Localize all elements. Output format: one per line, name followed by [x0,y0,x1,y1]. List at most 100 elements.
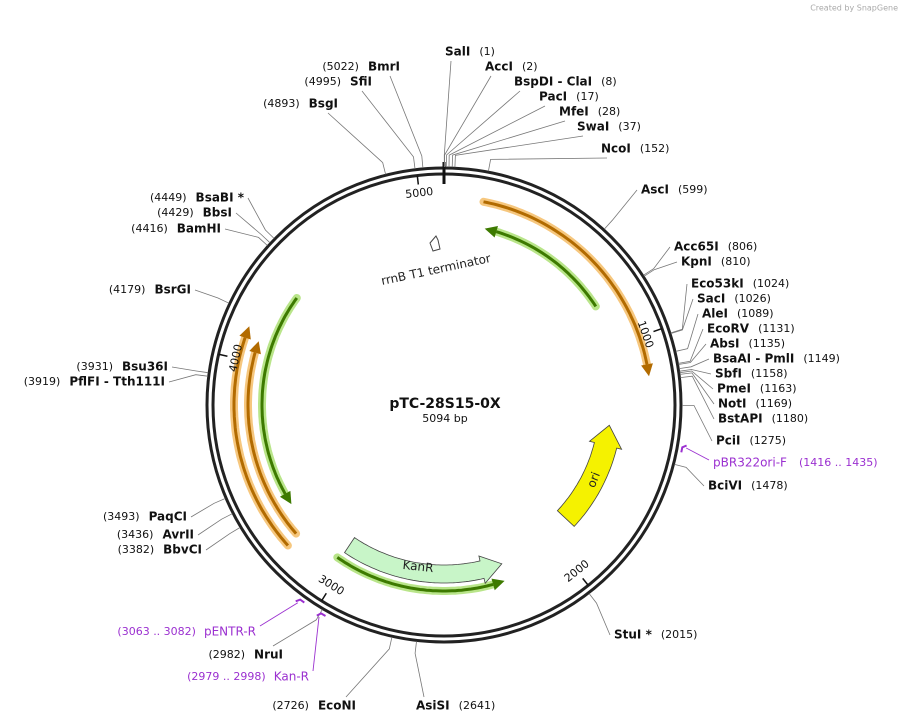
primer-leader [259,602,299,627]
enzyme-site: (1180) [772,412,809,425]
enzyme-name: SwaI [577,120,609,134]
primer-mark [295,598,305,604]
enzyme-leader [448,105,546,168]
enzyme-leader [451,120,566,168]
enzyme-site: (4179) [109,283,146,296]
enzyme-name: PacI [539,90,567,104]
enzyme-leader [361,90,416,169]
feature-head [249,341,261,355]
enzyme-site: (8) [601,75,617,88]
enzyme-site: (4893) [263,97,300,110]
enzyme-leader [643,261,678,277]
enzyme-name: PciI [716,434,741,448]
enzyme-name: AleI [702,307,728,321]
enzyme-name: AscI [641,183,669,197]
primer-name: pENTR-R [204,625,256,639]
features [230,197,653,595]
feature-arc [260,297,299,495]
enzyme-site: (4449) [150,191,187,204]
enzyme-site: (1163) [760,382,797,395]
enzyme-name: SalI [445,45,470,59]
enzyme-site: (1149) [803,352,840,365]
primer-range: (3063 .. 3082) [117,625,196,638]
enzyme-leader [643,246,671,276]
enzyme-site: (3436) [117,528,154,541]
enzyme-name: BsaBI * [196,191,245,205]
enzyme-leader [679,358,710,369]
primer-name: Kan-R [274,670,309,684]
enzyme-name: NcoI [601,142,631,156]
enzyme-site: (1169) [756,397,793,410]
tick-mark [416,175,420,185]
enzyme-name: MfeI [559,105,589,119]
enzyme-leader [588,593,611,636]
enzyme-name: Acc65I [674,240,719,254]
enzyme-site: (3382) [118,543,155,556]
primer-mark [680,444,687,453]
enzyme-leader [675,313,699,352]
enzyme-site: (1275) [750,434,787,447]
feature-head [239,326,251,340]
enzyme-site: (2641) [459,699,496,712]
enzyme-leader [345,637,393,698]
enzyme-site: (4995) [304,75,341,88]
enzyme-leader [389,75,424,168]
feature-head [484,226,498,238]
feature-head [641,363,653,377]
enzyme-site: (1478) [751,479,788,492]
enzyme-site: (1026) [734,292,771,305]
enzyme-name: SacI [697,292,725,306]
feature-arc [336,556,494,593]
plasmid-length: 5094 bp [422,412,467,425]
feature-label: KanR [402,558,434,575]
enzyme-site: (3931) [76,360,113,373]
enzyme-name: NruI [254,648,283,662]
enzyme-site: (810) [721,255,751,268]
enzyme-site: (599) [678,183,708,196]
enzyme-name: BbvCI [163,543,202,557]
tick-mark [582,577,589,586]
enzyme-site: (1158) [751,367,788,380]
enzyme-leader [678,328,704,364]
feature-band [343,537,503,585]
feature-head [279,490,292,505]
enzyme-name: PmeI [717,382,751,396]
primer-name: pBR322ori-F [713,456,787,470]
enzyme-site: (4429) [157,206,194,219]
enzyme-name: BmrI [368,60,400,74]
enzyme-site: (4416) [131,222,168,235]
enzyme-site: (17) [576,90,599,103]
enzyme-name: AbsI [710,337,739,351]
primer-range: (1416 .. 1435) [799,456,878,469]
enzyme-leader [678,343,707,365]
enzyme-name: SbfI [715,367,742,381]
enzyme-name: BciVI [708,479,742,493]
enzyme-leader [224,228,268,246]
enzyme-name: BspDI - ClaI [514,75,592,89]
tick-label: 3000 [316,572,347,598]
enzyme-name: PaqCI [149,510,187,524]
feature-head [491,578,505,591]
enzyme-leader [604,189,638,230]
terminator-mark [429,235,441,252]
enzyme-leader [679,370,714,390]
tick-label: 2000 [562,557,592,585]
feature-band [556,424,623,527]
enzyme-site: (2015) [661,628,698,641]
tick-label: 4000 [226,343,245,373]
enzyme-leader [488,157,608,172]
enzyme-leader [205,527,241,551]
enzyme-leader [454,135,584,168]
enzyme-name: SfiI [350,75,372,89]
primer-mark [316,612,327,617]
primer-leader [685,447,710,461]
enzyme-site: (1089) [737,307,774,320]
enzyme-leader [247,197,275,239]
feature-arc [483,200,649,365]
enzyme-site: (1024) [753,277,790,290]
enzyme-name: Bsu36I [122,360,168,374]
enzyme-leader [445,90,521,168]
enzyme-leader [197,513,233,536]
tick-mark [653,327,663,333]
